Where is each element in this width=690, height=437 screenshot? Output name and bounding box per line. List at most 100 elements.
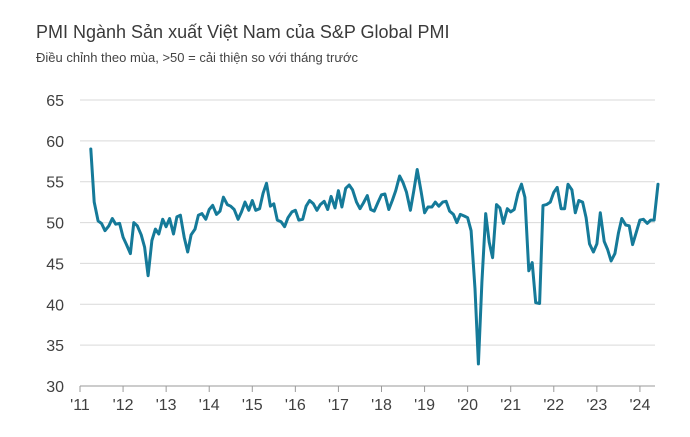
- data-point: [402, 181, 404, 184]
- data-point: [294, 209, 296, 211]
- data-point: [176, 216, 178, 218]
- data-point: [463, 215, 465, 217]
- data-point: [653, 219, 655, 221]
- data-point: [420, 190, 422, 193]
- data-point: [122, 236, 124, 238]
- data-point: [291, 211, 293, 213]
- data-point: [474, 288, 476, 290]
- data-point: [567, 183, 569, 185]
- x-tick-label: '22: [543, 397, 564, 414]
- data-point: [442, 201, 444, 203]
- data-point: [97, 220, 99, 222]
- data-point: [445, 200, 447, 202]
- y-tick-label: 60: [46, 134, 64, 151]
- y-tick-label: 40: [46, 297, 64, 314]
- data-point: [129, 253, 131, 255]
- data-point: [517, 192, 519, 194]
- data-point: [477, 363, 479, 365]
- data-point: [531, 262, 533, 264]
- data-point: [416, 168, 418, 171]
- y-tick-labels: 65 60 55 50 45 40 35 30: [46, 93, 64, 396]
- data-point: [334, 207, 336, 209]
- data-point: [298, 219, 300, 221]
- data-point: [510, 211, 512, 213]
- data-point: [481, 281, 483, 283]
- data-point: [305, 205, 307, 207]
- data-point: [492, 257, 494, 259]
- data-point: [222, 196, 224, 198]
- data-point: [592, 251, 595, 253]
- data-point: [545, 204, 548, 206]
- data-point: [355, 201, 358, 203]
- gridlines: [80, 99, 655, 346]
- data-point: [553, 191, 555, 193]
- x-tick-label: '17: [328, 397, 349, 414]
- y-tick-label: 65: [46, 93, 64, 110]
- data-point: [219, 210, 221, 212]
- data-point: [610, 260, 612, 262]
- data-point: [449, 210, 451, 212]
- x-tick-label: '24: [629, 397, 650, 414]
- data-point: [413, 190, 415, 192]
- data-point: [646, 222, 648, 224]
- data-point: [194, 228, 196, 230]
- x-tick-label: '21: [500, 397, 521, 414]
- data-point: [240, 211, 243, 213]
- data-point: [352, 189, 354, 191]
- data-point: [574, 212, 576, 214]
- data-point: [603, 240, 605, 242]
- data-point: [190, 234, 192, 236]
- data-point: [269, 205, 271, 207]
- data-point: [147, 275, 149, 277]
- y-tick-label: 35: [46, 338, 64, 355]
- data-point: [642, 218, 645, 220]
- data-point: [399, 175, 401, 177]
- data-point: [373, 210, 375, 212]
- data-point: [520, 183, 523, 185]
- data-point: [556, 186, 558, 188]
- data-point: [395, 190, 397, 192]
- data-point: [302, 218, 304, 220]
- data-point: [341, 206, 343, 208]
- data-point: [259, 208, 261, 210]
- data-point: [151, 239, 153, 242]
- data-point: [650, 219, 652, 221]
- data-point: [169, 217, 171, 220]
- data-point: [111, 217, 113, 220]
- y-tick-label: 50: [46, 216, 64, 233]
- data-point: [599, 212, 601, 214]
- x-tick-label: '12: [113, 397, 134, 414]
- data-point: [90, 148, 92, 150]
- data-point: [93, 201, 95, 203]
- data-point: [287, 217, 289, 219]
- data-point: [154, 228, 156, 230]
- data-point: [359, 208, 361, 210]
- axes: [79, 385, 655, 392]
- data-point: [144, 246, 146, 248]
- data-point: [125, 244, 128, 246]
- data-point: [348, 184, 350, 186]
- data-point: [564, 208, 566, 210]
- data-point: [215, 213, 218, 215]
- data-point: [434, 201, 436, 203]
- x-tick-label: '20: [457, 397, 478, 414]
- data-point: [330, 195, 332, 197]
- data-point: [179, 214, 181, 216]
- data-point: [607, 248, 609, 251]
- x-tick-label: '18: [371, 397, 392, 414]
- data-point: [187, 251, 189, 253]
- data-point: [237, 218, 239, 220]
- data-point: [424, 212, 426, 214]
- data-point: [506, 208, 508, 210]
- data-point: [316, 209, 318, 211]
- data-point: [165, 226, 167, 228]
- data-point: [136, 225, 138, 227]
- data-point: [628, 225, 630, 227]
- data-point: [337, 190, 339, 192]
- data-point: [635, 231, 638, 233]
- x-tick-label: '15: [242, 397, 263, 414]
- data-point: [362, 202, 364, 204]
- data-point: [115, 223, 117, 225]
- data-point: [280, 221, 282, 223]
- data-point: [226, 204, 228, 206]
